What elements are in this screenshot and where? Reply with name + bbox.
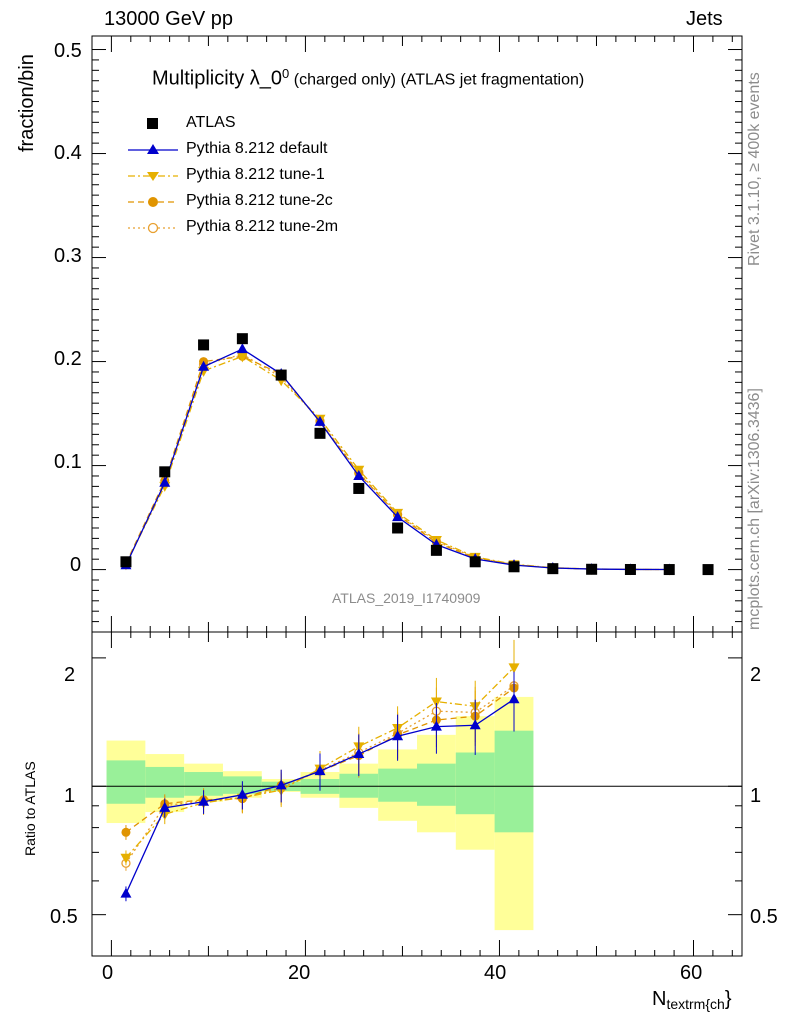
stat-uncertainty-band [417, 763, 456, 806]
data-point [314, 427, 326, 439]
axes [91, 35, 743, 957]
data-point [120, 853, 132, 864]
uncertainty-bands [106, 696, 534, 931]
series-line [125, 355, 670, 571]
data-point [702, 564, 714, 576]
stat-uncertainty-band [184, 772, 223, 796]
legend-label: Pythia 8.212 tune-2m [186, 218, 339, 235]
process-label: Jets [686, 8, 723, 30]
x-tick-label: 40 [484, 962, 507, 984]
data-point [547, 563, 559, 575]
chart-title: Multiplicity λ_00 (charged only) (ATLAS … [152, 66, 584, 90]
energy-label: 13000 GeV pp [104, 8, 233, 30]
stat-uncertainty-band [494, 730, 534, 833]
data-point [469, 556, 481, 568]
y-tick-label: 0.5 [54, 40, 82, 62]
data-point [198, 339, 210, 351]
data-point [430, 544, 442, 556]
data-point [275, 369, 287, 381]
data-point [353, 469, 365, 480]
open-circle-marker-icon [128, 222, 178, 234]
ratio-tick-label: 0.5 [50, 906, 78, 928]
data-point [508, 663, 520, 674]
title-superscript: 0 [282, 66, 290, 81]
series-layer [120, 333, 714, 902]
y-tick-label: 0.2 [54, 348, 82, 370]
data-point [469, 719, 481, 730]
data-point [624, 563, 636, 575]
title-rest: (charged only) (ATLAS jet fragmentation) [293, 71, 585, 89]
data-point [392, 730, 404, 741]
data-point [430, 720, 442, 731]
data-point [236, 343, 248, 354]
data-point [314, 415, 326, 426]
legend-label: ATLAS [186, 114, 236, 131]
data-point [121, 827, 131, 837]
data-point [198, 360, 210, 371]
ratio-line [125, 687, 515, 833]
data-point [198, 795, 210, 806]
data-point [586, 563, 598, 575]
data-point [663, 564, 675, 576]
data-point [314, 765, 326, 776]
site-label: mcplots.cern.ch [arXiv:1306.3436] [746, 388, 763, 630]
x-axis-label: Ntextrm{ch} [652, 988, 732, 1012]
square-marker-icon [147, 118, 158, 129]
x-tick-label: 0 [102, 962, 114, 984]
triangle-down-marker-icon [128, 172, 178, 181]
series-line [125, 355, 670, 571]
rivet-label: Rivet 3.1.10, ≥ 400k events [746, 72, 763, 266]
data-point [236, 352, 248, 363]
series-atlas [120, 333, 714, 576]
analysis-watermark: ATLAS_2019_I1740909 [332, 590, 481, 606]
ratio-y-axis-label: Ratio to ATLAS [22, 761, 38, 856]
x-label-main: N [652, 988, 667, 1010]
y-tick-label: 0.3 [54, 245, 82, 267]
data-point [159, 801, 171, 812]
ratio-tick-label-right: 2 [750, 664, 762, 686]
ratio-tick-label-right: 1 [750, 785, 762, 807]
data-point [159, 466, 171, 478]
data-point [392, 511, 404, 522]
legend-label: Pythia 8.212 default [186, 140, 328, 157]
data-point [236, 333, 248, 345]
y-tick-label: 0.4 [54, 142, 82, 164]
y-axis-label: fraction/bin [16, 54, 38, 152]
data-point [508, 693, 520, 704]
ratio-tick-label: 2 [64, 664, 76, 686]
data-point [275, 779, 287, 790]
series-line [125, 353, 670, 571]
stat-uncertainty-band [339, 773, 379, 798]
ratio-tick-label: 1 [64, 785, 76, 807]
title-main: Multiplicity λ_0 [152, 67, 283, 90]
data-point [508, 561, 520, 573]
stat-uncertainty-band [106, 760, 146, 804]
x-label-sub: textrm{ch [666, 996, 725, 1013]
stat-uncertainty-band [455, 752, 495, 815]
stat-uncertainty-band [145, 766, 185, 798]
data-point [159, 476, 171, 487]
data-point [430, 697, 442, 708]
data-point [392, 522, 404, 534]
legend-label: Pythia 8.212 tune-2c [186, 192, 333, 209]
y-tick-label: 0.1 [54, 451, 82, 473]
x-tick-label: 60 [680, 962, 703, 984]
y-tick-label: 0 [70, 554, 82, 576]
stat-uncertainty-band [378, 768, 417, 802]
legend-label: Pythia 8.212 tune-1 [186, 166, 325, 183]
data-point [353, 748, 365, 759]
series-line [125, 348, 670, 571]
data-point [120, 556, 132, 568]
circle-marker-icon [128, 197, 178, 207]
triangle-up-marker-icon [128, 144, 178, 154]
data-point [120, 887, 132, 898]
ratio-tick-label-right: 0.5 [750, 906, 778, 928]
data-point [353, 482, 365, 494]
data-point [236, 788, 248, 799]
x-label-tail: } [724, 988, 732, 1010]
ratio-plot-frame [91, 631, 743, 957]
x-tick-label: 20 [288, 962, 311, 984]
